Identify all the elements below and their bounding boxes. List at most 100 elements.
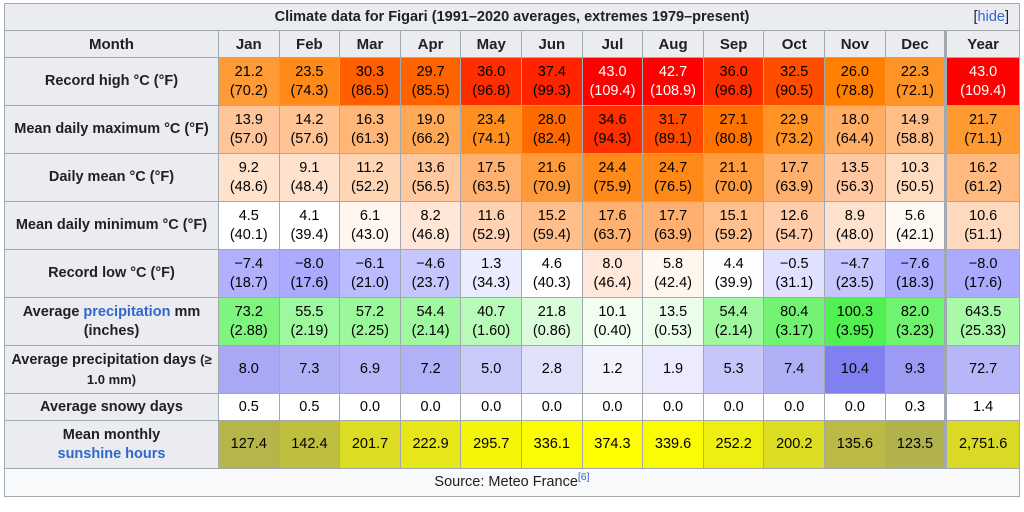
value-metric: 2,751.6: [958, 436, 1008, 452]
value-cell: 15.1 (59.2): [702, 201, 765, 250]
row-label-link-precipitation[interactable]: precipitation: [83, 303, 171, 320]
value-imperial: (96.8): [472, 82, 511, 99]
value-metric: 13.5: [840, 159, 869, 176]
value-imperial: (17.6): [290, 274, 329, 291]
value-imperial: (1.60): [472, 322, 511, 339]
value-cell: 12.6 (54.7): [763, 201, 826, 250]
value-cell: 374.3: [581, 420, 644, 469]
value-cell: 40.7 (1.60): [460, 297, 523, 346]
value-imperial: (76.5): [654, 178, 692, 195]
value-cell: 6.1 (43.0): [339, 201, 401, 250]
row-sunshine: Mean monthly sunshine hours 127.4 142.4 201.…: [4, 420, 1020, 469]
value-imperial: (73.2): [775, 130, 814, 147]
value-cell-year: 21.7 (71.1): [944, 105, 1020, 154]
source-reference-link[interactable]: [6]: [577, 471, 590, 484]
row-label-precip-days: Average precipitation days (≥ 1.0 mm): [4, 345, 219, 394]
value-cell: 19.0 (66.2): [399, 105, 462, 154]
value-cell: 7.4: [763, 345, 826, 394]
value-cell: 21.2 (70.2): [217, 57, 280, 106]
month-header-apr: Apr: [399, 30, 462, 58]
value-metric: 11.2: [356, 159, 384, 176]
value-metric: −0.5: [779, 255, 809, 272]
value-cell: 7.2: [399, 345, 462, 394]
value-cell: 4.5 (40.1): [217, 201, 280, 250]
value-metric: 1.9: [662, 361, 684, 377]
row-record-low: Record low °C (°F) −7.4 (18.7) −8.0 (17.6) −6…: [4, 249, 1020, 298]
value-metric: 21.7: [969, 111, 998, 128]
hide-bracket-open: [: [973, 9, 978, 25]
row-label-precipitation: Average precipitation mm (inches): [4, 297, 219, 346]
value-metric: 7.4: [784, 361, 805, 377]
value-imperial: (50.5): [896, 178, 934, 195]
value-metric: 14.9: [900, 111, 930, 128]
value-cell: 4.4 (39.9): [702, 249, 765, 298]
value-cell: 13.6 (56.5): [399, 153, 462, 202]
hide-toggle[interactable]: [hide]: [974, 8, 1009, 27]
row-mean-max: Mean daily maximum °C (°F) 13.9 (57.0) 14.2…: [4, 105, 1020, 154]
value-metric: 123.5: [896, 436, 934, 452]
value-imperial: (42.1): [896, 226, 934, 243]
month-header-sep: Sep: [702, 30, 765, 58]
value-imperial: (108.9): [650, 82, 697, 99]
value-cell: 4.6 (40.3): [521, 249, 583, 298]
value-cell: 21.6 (70.9): [521, 153, 583, 202]
value-cell: 0.0: [763, 393, 826, 421]
header-row: Month Jan Feb Mar Apr May Jun Jul Aug Sep Oct Nov D…: [4, 30, 1020, 58]
row-label-link-sunshine[interactable]: sunshine hours: [57, 445, 166, 462]
value-metric: 643.5: [964, 303, 1002, 320]
value-cell: 36.0 (96.8): [702, 57, 765, 106]
value-metric: 14.2: [295, 111, 324, 128]
value-metric: 11.6: [477, 207, 505, 224]
value-cell: 0.0: [339, 393, 401, 421]
value-imperial: (3.23): [896, 322, 934, 339]
value-imperial: (2.25): [351, 322, 389, 339]
value-cell: −8.0 (17.6): [278, 249, 341, 298]
value-metric: 8.0: [602, 255, 623, 272]
value-cell: 17.6 (63.7): [581, 201, 644, 250]
value-cell: −6.1 (21.0): [339, 249, 401, 298]
value-cell: 222.9: [399, 420, 462, 469]
value-cell: 1.3 (34.3): [460, 249, 523, 298]
value-metric: 73.2: [234, 303, 263, 320]
value-metric: 4.5: [238, 207, 259, 224]
value-metric: 1.3: [481, 255, 502, 272]
value-metric: 10.6: [969, 207, 998, 224]
value-imperial: (57.0): [229, 130, 268, 147]
value-imperial: (71.1): [964, 130, 1003, 147]
value-imperial: (52.9): [472, 226, 511, 243]
value-cell: 5.8 (42.4): [642, 249, 704, 298]
value-imperial: (17.6): [964, 274, 1003, 291]
value-imperial: (48.4): [290, 178, 329, 195]
value-cell: 73.2 (2.88): [217, 297, 280, 346]
row-label-prefix: Average: [22, 303, 84, 320]
value-imperial: (46.4): [593, 274, 632, 291]
value-cell: 127.4: [217, 420, 280, 469]
value-metric: 0.3: [904, 398, 926, 415]
value-cell: 27.1 (80.8): [702, 105, 765, 154]
value-metric: 5.8: [662, 255, 684, 272]
value-cell: 43.0 (109.4): [581, 57, 644, 106]
month-header: Month: [4, 30, 219, 58]
value-cell: 5.6 (42.1): [884, 201, 947, 250]
hide-link[interactable]: hide: [977, 9, 1005, 25]
value-metric: 8.0: [238, 361, 259, 377]
value-cell: 100.3 (3.95): [824, 297, 886, 346]
value-metric: 24.7: [658, 159, 688, 176]
value-imperial: (59.2): [714, 226, 753, 243]
value-cell: 55.5 (2.19): [278, 297, 341, 346]
value-metric: 26.0: [840, 63, 869, 80]
row-label-text: Average precipitation days: [11, 351, 197, 368]
value-metric: 5.6: [904, 207, 926, 224]
value-imperial: (66.2): [411, 130, 450, 147]
value-cell: 252.2: [702, 420, 765, 469]
value-imperial: (46.8): [411, 226, 450, 243]
value-metric: 18.0: [840, 111, 869, 128]
value-cell: 10.1 (0.40): [581, 297, 644, 346]
value-imperial: (59.4): [532, 226, 571, 243]
value-imperial: (51.1): [964, 226, 1003, 243]
row-snowy-days: Average snowy days 0.5 0.5 0.0 0.0 0.0 0.0 0.0 0…: [4, 393, 1020, 421]
value-metric: 57.2: [355, 303, 385, 320]
value-imperial: (0.53): [654, 322, 692, 339]
row-label-mean-min: Mean daily minimum °C (°F): [4, 201, 219, 250]
row-precipitation: Average precipitation mm (inches) 73.2 (2.…: [4, 297, 1020, 346]
